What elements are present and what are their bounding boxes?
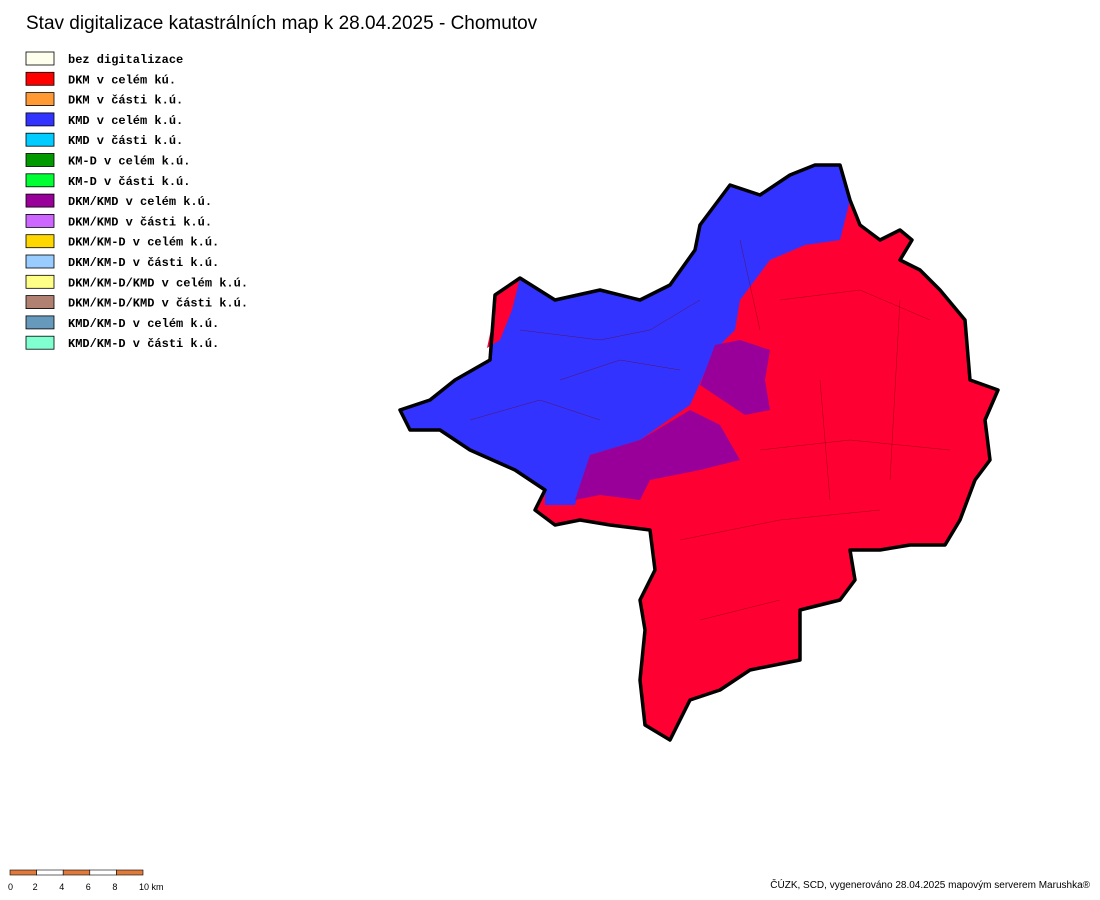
legend-label: KM-D v části k.ú. — [68, 175, 190, 189]
legend-label: DKM/KM-D v celém k.ú. — [68, 236, 219, 250]
legend-label: KM-D v celém k.ú. — [68, 155, 190, 169]
legend-label: DKM v části k.ú. — [68, 94, 183, 108]
parcel-borders — [469, 239, 951, 621]
dkm-strip — [487, 278, 520, 348]
credit: ČÚZK, SCD, vygenerováno 28.04.2025 mapov… — [770, 878, 1090, 891]
district-map — [398, 163, 1000, 742]
legend-label: DKM/KM-D v části k.ú. — [68, 256, 219, 270]
legend-label: DKM v celém kú. — [68, 73, 176, 87]
legend-label: KMD v celém k.ú. — [68, 114, 183, 128]
scale-segment — [89, 869, 117, 876]
scale-segment — [36, 869, 64, 876]
scale-segment — [62, 869, 91, 876]
legend-swatch — [25, 315, 55, 330]
legend-label: DKM/KM-D/KMD v celém k.ú. — [68, 276, 248, 290]
scale-bar: 0 2 4 6 8 10 km — [8, 869, 164, 892]
legend-swatch — [25, 254, 55, 269]
legend-label: bez digitalizace — [68, 53, 183, 67]
map-title: Stav digitalizace katastrálních map k 28… — [26, 13, 538, 34]
legend-swatch — [25, 335, 55, 350]
scale-segment — [116, 869, 144, 876]
legend-swatch — [25, 51, 55, 66]
legend-label: KMD/KM-D v části k.ú. — [68, 337, 219, 351]
scale-label: 10 km — [139, 882, 164, 892]
legend-swatch — [25, 213, 55, 228]
legend-label: DKM/KMD v části k.ú. — [68, 215, 212, 229]
scale-label: 2 — [33, 882, 38, 892]
dkm-kmd-area — [700, 340, 770, 415]
legend-swatch — [25, 295, 55, 310]
district-outline — [398, 163, 1000, 742]
legend: bez digitalizace DKM v celém kú. DKM v čás… — [25, 51, 248, 351]
legend-swatch — [25, 71, 55, 86]
scale-label: 4 — [59, 882, 64, 892]
legend-swatch — [25, 193, 55, 208]
legend-label: DKM/KMD v celém k.ú. — [68, 195, 212, 209]
scale-label: 8 — [112, 882, 117, 892]
legend-label: KMD v části k.ú. — [68, 134, 183, 148]
legend-swatch — [25, 234, 55, 249]
legend-swatch — [25, 112, 55, 127]
scale-label: 0 — [8, 882, 13, 892]
legend-label: KMD/KM-D v celém k.ú. — [68, 317, 219, 331]
legend-swatch — [25, 132, 55, 147]
legend-label: DKM/KM-D/KMD v části k.ú. — [68, 297, 248, 311]
legend-swatch — [25, 153, 55, 167]
legend-swatch — [25, 274, 55, 289]
legend-swatch — [25, 92, 55, 106]
scale-segment — [9, 869, 37, 876]
legend-swatch — [25, 173, 55, 188]
scale-label: 6 — [86, 882, 91, 892]
dkm-kmd-area — [575, 410, 740, 500]
